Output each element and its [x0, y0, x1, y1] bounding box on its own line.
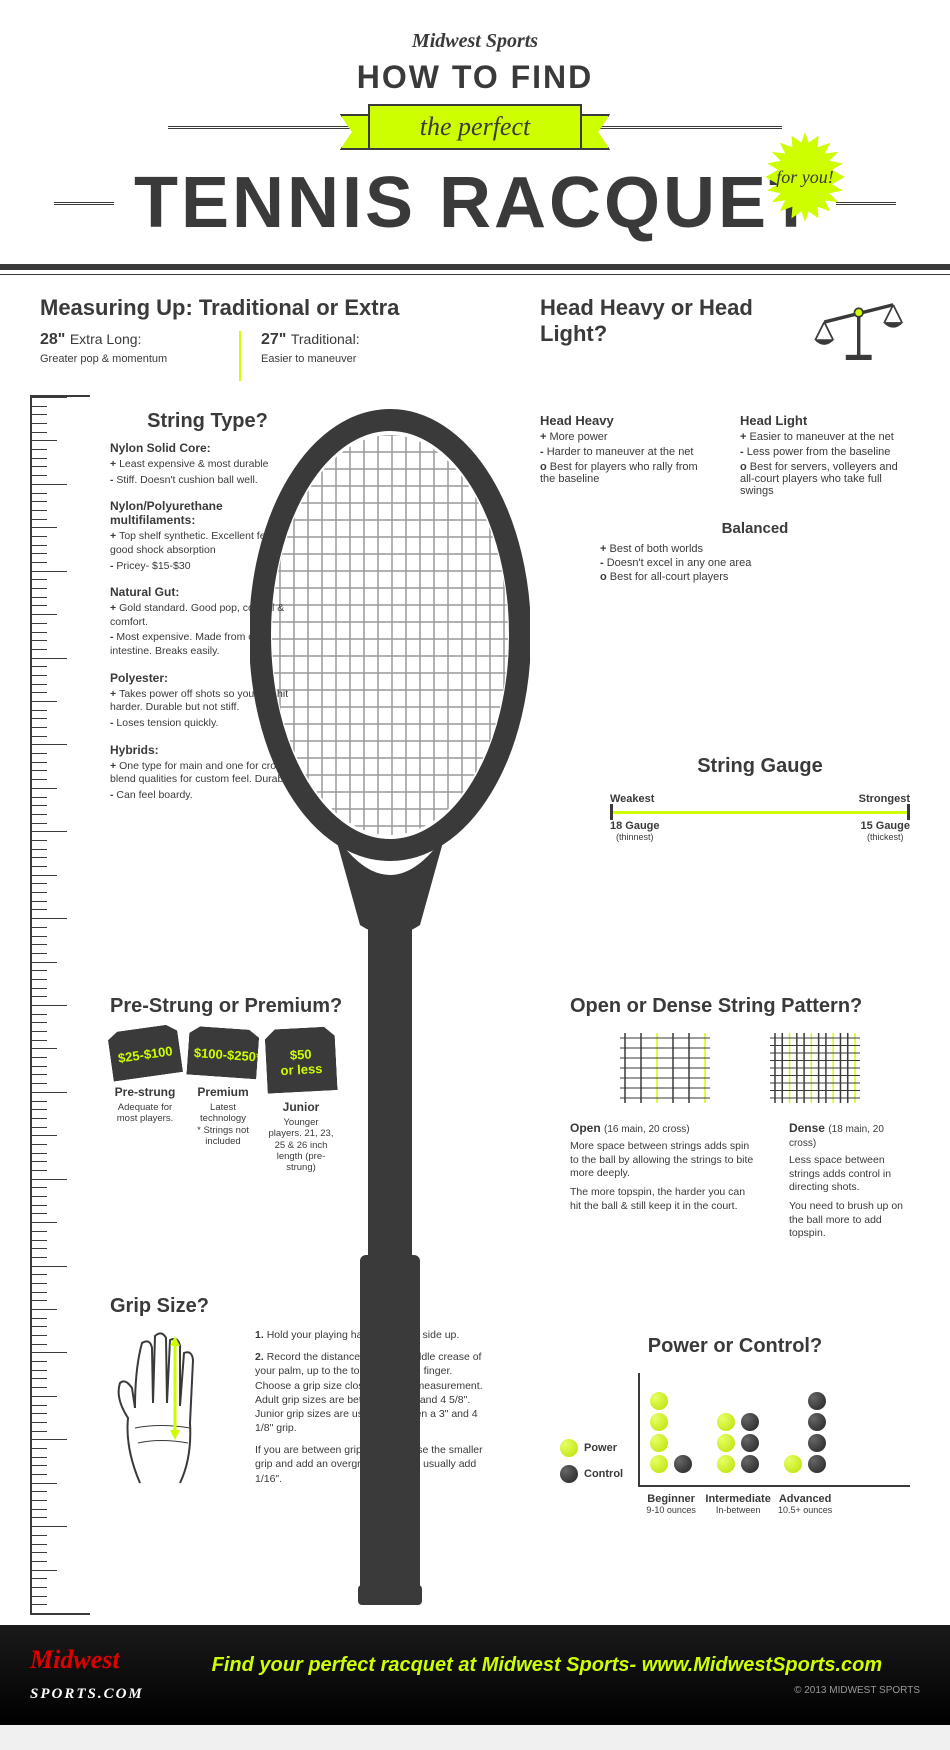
- starburst-text: for you!: [776, 168, 834, 186]
- brand-name: Midwest Sports: [30, 30, 920, 53]
- section-measuring: Measuring Up: Traditional or Extra 28" E…: [40, 295, 440, 381]
- footer-logo: MidwestSPORTS.COM: [30, 1645, 144, 1705]
- measuring-extra: 28" Extra Long: Greater pop & momentum: [40, 331, 219, 381]
- pattern-open: Open (16 main, 20 cross) More space betw…: [570, 1113, 759, 1246]
- string-type-item: Nylon/Polyurethane multifilaments:Top sh…: [110, 499, 305, 573]
- section-string-pattern: Open or Dense String Pattern? Open (16 m…: [570, 995, 910, 1246]
- gauge-title: String Gauge: [610, 755, 910, 778]
- head-heavy-col: Head Heavy More power Harder to maneuver…: [540, 405, 710, 500]
- head-light-col: Head Light Easier to maneuver at the net…: [740, 405, 910, 500]
- pattern-dense-grid: [770, 1033, 860, 1103]
- power-ball-icon: [560, 1439, 578, 1457]
- power-title: Power or Control?: [560, 1335, 910, 1358]
- grip-instructions: 1. Hold your playing hand flat, palm sid…: [255, 1328, 490, 1494]
- main-content: Measuring Up: Traditional or Extra 28" E…: [0, 275, 950, 1625]
- gauge-weak: Weakest: [610, 793, 654, 805]
- section-prestrung: Pre-Strung or Premium? $25-$100 Pre-stru…: [110, 995, 380, 1174]
- control-ball-icon: [560, 1465, 578, 1483]
- section-power-control: Power or Control? Power Control Beginner…: [560, 1335, 910, 1523]
- grip-title: Grip Size?: [110, 1295, 490, 1318]
- scale-icon: [807, 295, 910, 375]
- ribbon-text: the perfect: [368, 104, 582, 150]
- rule-left: [168, 126, 358, 129]
- power-level-col: IntermediateIn-between: [717, 1383, 759, 1479]
- prestrung-title: Pre-Strung or Premium?: [110, 995, 380, 1018]
- measuring-title: Measuring Up: Traditional or Extra: [40, 295, 440, 321]
- price-tag: $50or less JuniorYounger players. 21, 23…: [266, 1028, 336, 1174]
- section-string-type: String Type? Nylon Solid Core:Least expe…: [110, 410, 305, 815]
- header-rule-thick: [0, 264, 950, 270]
- section-grip: Grip Size? 1. Hold your playing hand fla…: [110, 1295, 490, 1494]
- string-type-item: Natural Gut:Gold standard. Good pop, con…: [110, 585, 305, 659]
- pattern-title: Open or Dense String Pattern?: [570, 995, 910, 1018]
- pattern-open-grid: [620, 1033, 710, 1103]
- rule-right: [592, 126, 782, 129]
- string-type-item: Polyester:Takes power off shots so you c…: [110, 671, 305, 731]
- header-line1: HOW TO FIND: [30, 59, 920, 96]
- gauge-right: 15 Gauge(thickest): [860, 820, 910, 842]
- infographic-page: Midwest Sports HOW TO FIND the perfect T…: [0, 0, 950, 1725]
- ruler-graphic: [30, 395, 90, 1615]
- power-legend: Power Control: [560, 1439, 623, 1523]
- gauge-bar: [610, 811, 910, 814]
- string-type-item: Nylon Solid Core:Least expensive & most …: [110, 441, 305, 487]
- section-string-gauge: String Gauge Weakest Strongest 18 Gauge(…: [610, 755, 910, 842]
- price-tag: $100-$250* PremiumLatest technology* Str…: [188, 1028, 258, 1174]
- footer-cta: Find your perfect racquet at Midwest Spo…: [174, 1654, 920, 1677]
- string-type-title: String Type?: [110, 410, 305, 433]
- gauge-left: 18 Gauge(thinnest): [610, 820, 660, 842]
- main-title: TENNIS RACQUET: [134, 162, 816, 244]
- price-tag: $25-$100 Pre-strungAdequate for most pla…: [110, 1028, 180, 1174]
- title-row: TENNIS RACQUET for you!: [30, 162, 920, 244]
- starburst: for you!: [760, 132, 850, 222]
- balanced-col: Balanced Best of both worlds Doesn't exc…: [540, 520, 910, 583]
- string-type-item: Hybrids:One type for main and one for cr…: [110, 743, 305, 803]
- pattern-dense: Dense (18 main, 20 cross) Less space bet…: [789, 1113, 910, 1246]
- footer: MidwestSPORTS.COM Find your perfect racq…: [0, 1625, 950, 1725]
- gauge-strong: Strongest: [859, 793, 910, 805]
- header: Midwest Sports HOW TO FIND the perfect T…: [0, 20, 950, 264]
- measuring-divider: [239, 331, 241, 381]
- power-level-col: Advanced10.5+ ounces: [784, 1383, 826, 1479]
- ribbon: the perfect: [368, 104, 582, 150]
- section-head-balance: Head Heavy or Head Light? Head Heavy: [540, 295, 910, 585]
- footer-copyright: © 2013 MIDWEST SPORTS: [174, 1685, 920, 1696]
- head-balance-title: Head Heavy or Head Light?: [540, 295, 787, 348]
- hand-illustration: [110, 1328, 240, 1488]
- power-level-col: Beginner9-10 ounces: [650, 1383, 692, 1479]
- title-line-left: [54, 202, 114, 205]
- measuring-traditional: 27" Traditional: Easier to maneuver: [261, 331, 440, 381]
